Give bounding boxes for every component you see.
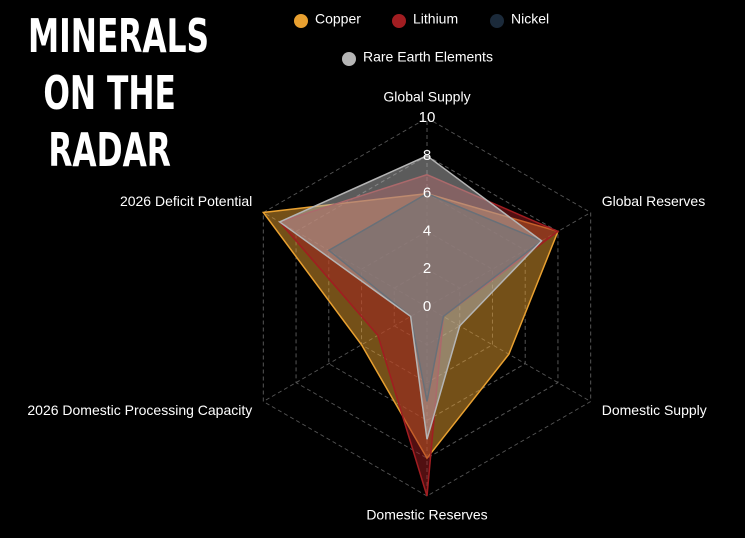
chart-title: MINERALS ON THE RADAR bbox=[28, 9, 210, 177]
r-tick-label: 4 bbox=[423, 222, 431, 239]
category-label: 2026 Domestic Processing Capacity bbox=[27, 402, 252, 418]
category-label: 2026 Deficit Potential bbox=[120, 193, 252, 209]
legend-label[interactable]: Lithium bbox=[413, 11, 458, 27]
legend-label[interactable]: Rare Earth Elements bbox=[363, 49, 493, 65]
category-label: Domestic Reserves bbox=[366, 507, 487, 523]
r-tick-label: 10 bbox=[419, 109, 436, 126]
legend-swatch[interactable] bbox=[392, 14, 406, 28]
legend-label[interactable]: Copper bbox=[315, 11, 361, 27]
legend-swatch[interactable] bbox=[342, 52, 356, 66]
r-tick-label: 2 bbox=[423, 260, 431, 277]
r-tick-label: 0 bbox=[423, 298, 431, 315]
legend-swatch[interactable] bbox=[490, 14, 504, 28]
r-tick-label: 6 bbox=[423, 185, 431, 202]
series-area bbox=[278, 154, 543, 440]
legend-swatch[interactable] bbox=[294, 14, 308, 28]
category-label: Domestic Supply bbox=[602, 402, 707, 418]
category-label: Global Supply bbox=[383, 89, 470, 105]
r-tick-label: 8 bbox=[423, 147, 431, 164]
legend-label[interactable]: Nickel bbox=[511, 11, 549, 27]
category-label: Global Reserves bbox=[602, 193, 706, 209]
